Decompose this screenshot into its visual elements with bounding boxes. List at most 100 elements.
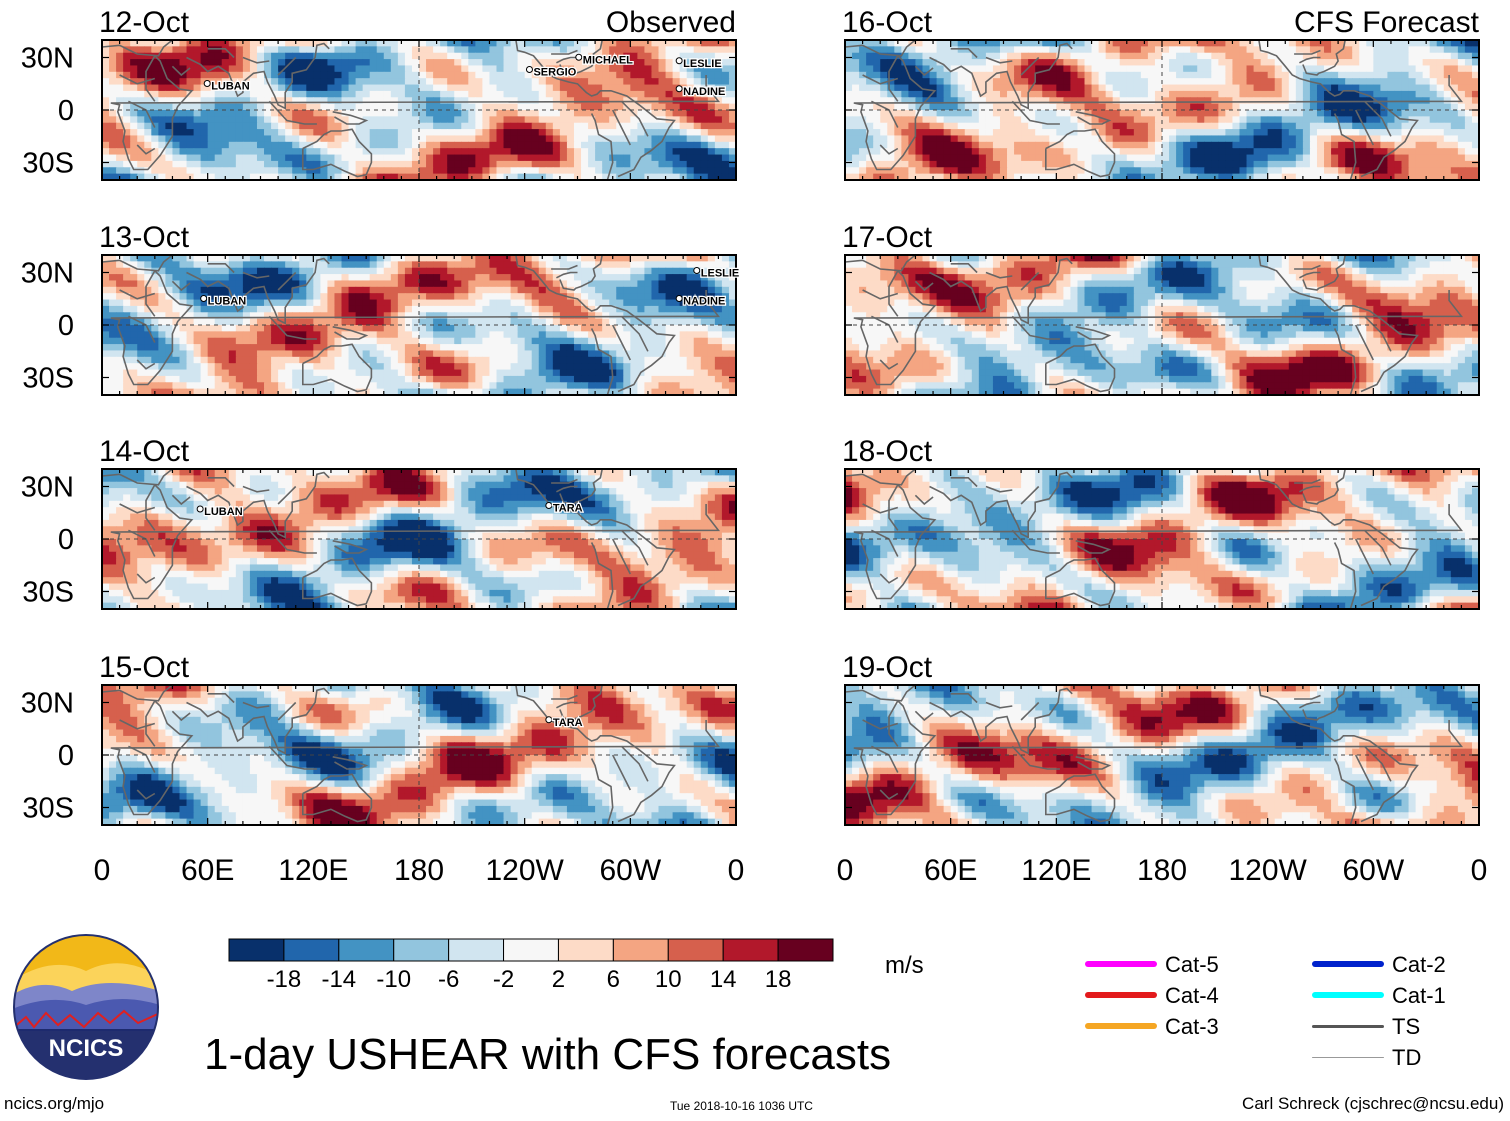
shear-cell (510, 154, 519, 162)
shear-cell (573, 84, 582, 92)
shear-cell (137, 65, 145, 73)
shear-cell (581, 356, 589, 364)
shear-cell (355, 369, 364, 377)
shear-cell (475, 350, 483, 358)
shear-cell (721, 494, 730, 502)
shear-cell (362, 363, 371, 371)
shear-cell (658, 513, 667, 521)
shear-cell (228, 129, 237, 137)
shear-cell (510, 325, 519, 332)
shear-cell (193, 173, 202, 180)
shear-cell (440, 325, 448, 332)
shear-cell (165, 286, 174, 294)
shear-cell (693, 299, 702, 307)
shear-cell (242, 337, 251, 345)
shear-cell (285, 519, 293, 527)
shear-cell (707, 167, 716, 175)
shear-cell (672, 141, 681, 149)
shear-cell (271, 299, 279, 307)
shear-cell (482, 90, 491, 98)
shear-cell (214, 350, 223, 358)
shear-cell (496, 325, 505, 332)
shear-cell (637, 52, 646, 60)
shear-cell (306, 255, 314, 262)
shear-cell (376, 255, 385, 262)
shear-cell (686, 513, 695, 521)
shear-cell (721, 267, 730, 275)
shear-cell (200, 369, 209, 377)
shear-cell (496, 97, 505, 105)
shear-cell (165, 173, 174, 180)
shear-cell (700, 375, 709, 383)
shear-cell (679, 46, 688, 54)
shear-cell (200, 46, 209, 54)
shear-cell (623, 255, 631, 262)
shear-cell (700, 388, 709, 395)
shear-cell (679, 350, 688, 358)
shear-cell (306, 363, 314, 371)
shear-cell (651, 129, 660, 137)
shear-cell (714, 78, 723, 86)
shear-cell (376, 129, 385, 137)
shear-cell (503, 97, 512, 105)
shear-cell (235, 507, 244, 515)
shear-cell (588, 129, 596, 137)
shear-cell (475, 286, 483, 294)
shear-cell (672, 344, 681, 352)
shear-cell (595, 167, 603, 175)
shear-cell (679, 141, 688, 149)
shear-cell (517, 103, 526, 111)
shear-cell (404, 286, 413, 294)
shear-cell (552, 519, 561, 527)
shear-cell (461, 375, 469, 383)
shear-cell (559, 116, 568, 124)
shear-cell (714, 299, 723, 307)
shear-cell (686, 500, 695, 508)
shear-cell (411, 299, 420, 307)
shear-cell (714, 46, 723, 54)
shear-cell (130, 84, 138, 92)
shear-cell (454, 116, 462, 124)
shear-cell (116, 52, 124, 60)
shear-cell (517, 255, 526, 262)
shear-cell (566, 375, 575, 383)
shear-cell (644, 59, 653, 67)
shear-cell (341, 494, 350, 502)
shear-cell (496, 375, 505, 383)
shear-cell (489, 59, 498, 67)
shear-cell (341, 46, 350, 54)
shear-cell (426, 507, 434, 515)
shear-cell (411, 261, 420, 269)
shear-cell (235, 167, 244, 175)
shear-cell (200, 274, 209, 282)
shear-cell (623, 148, 631, 156)
shear-cell (137, 507, 145, 515)
shear-cell (320, 78, 329, 86)
shear-cell (292, 519, 300, 527)
shear-cell (559, 103, 568, 111)
shear-cell (130, 325, 138, 332)
shear-cell (186, 261, 195, 269)
shear-cell (411, 52, 420, 60)
shear-cell (355, 52, 364, 60)
shear-cell (700, 494, 709, 502)
shear-cell (123, 173, 131, 180)
shear-cell (651, 500, 660, 508)
shear-cell (489, 344, 498, 352)
shear-cell (419, 507, 427, 515)
shear-cell (348, 337, 357, 345)
shear-cell (179, 116, 188, 124)
shear-cell (130, 375, 138, 383)
shear-cell (545, 148, 554, 156)
shear-cell (158, 337, 166, 345)
shear-cell (623, 356, 631, 364)
shear-cell (264, 375, 272, 383)
shear-cell (278, 167, 286, 175)
shear-cell (214, 46, 223, 54)
shear-cell (524, 519, 533, 527)
shear-cell (531, 344, 540, 352)
shear-cell (489, 97, 498, 105)
shear-cell (383, 344, 392, 352)
coastline (590, 328, 614, 395)
shear-cell (489, 129, 498, 137)
